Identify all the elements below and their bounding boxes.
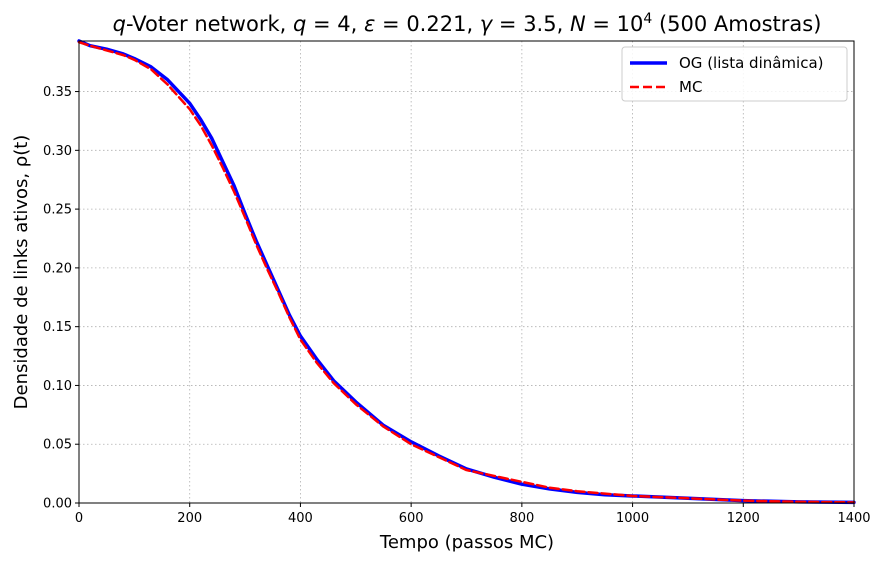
- series-line-og: [77, 39, 856, 505]
- legend: OG (lista dinâmica) MC: [621, 46, 848, 102]
- x-tick-label: 600: [399, 511, 424, 526]
- y-axis-label: Densidade de links ativos, ρ(t): [11, 135, 32, 410]
- y-tick-label: 0.20: [43, 261, 72, 276]
- chart-title: q-Voter network, q = 4, ε = 0.221, γ = 3…: [113, 11, 822, 36]
- plot-frame: [78, 40, 855, 504]
- axis-ticks: 0 200 400 600 800 1000 1200 1400 0.00 0.05 0.10 0.1…: [43, 85, 871, 526]
- x-tick-label: 400: [288, 511, 313, 526]
- y-tick-label: 0.35: [43, 85, 72, 100]
- series-lines: [77, 39, 856, 505]
- x-tick-label: 800: [509, 511, 534, 526]
- y-tick-label: 0.15: [43, 320, 72, 335]
- x-tick-label: 200: [177, 511, 202, 526]
- y-tick-label: 0.30: [43, 144, 72, 159]
- legend-label-mc: MC: [679, 78, 702, 96]
- series-line-mc: [77, 40, 856, 504]
- legend-label-og: OG (lista dinâmica): [679, 54, 824, 72]
- x-tick-label: 1000: [616, 511, 649, 526]
- y-tick-label: 0.25: [43, 203, 72, 218]
- x-axis-label: Tempo (passos MC): [379, 532, 554, 553]
- x-tick-label: 1200: [727, 511, 760, 526]
- y-tick-label: 0.00: [43, 497, 72, 512]
- x-tick-label: 0: [75, 511, 83, 526]
- y-tick-label: 0.05: [43, 438, 72, 453]
- x-tick-label: 1400: [837, 511, 870, 526]
- y-tick-label: 0.10: [43, 379, 72, 394]
- legend-box: [621, 46, 848, 102]
